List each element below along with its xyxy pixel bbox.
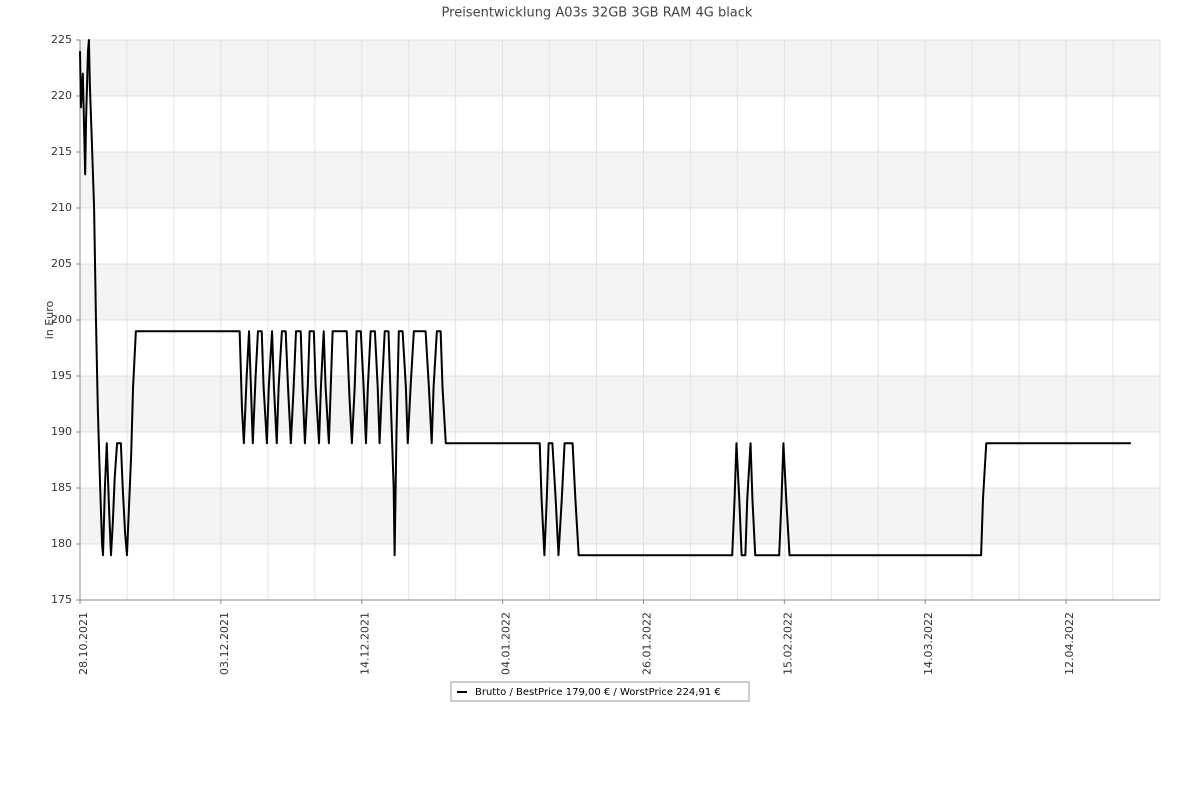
legend-box [450,681,750,702]
x-tick-label: 15.02.2022 [781,612,794,675]
x-tick-label: 14.12.2021 [359,612,372,675]
legend: Brutto / BestPrice 179,00 € / WorstPrice… [450,681,750,702]
x-tick-label: 03.12.2021 [218,612,231,675]
y-tick-label: 200 [51,313,72,326]
y-tick-label: 180 [51,537,72,550]
price-line [79,39,1131,557]
y-tick-label: 220 [51,89,72,102]
chart-title: Preisentwicklung A03s 32GB 3GB RAM 4G bl… [442,6,753,21]
y-tick-label: 190 [51,425,72,438]
x-tick-label: 04.01.2022 [500,612,513,675]
x-tick-label: 12.04.2022 [1063,612,1076,675]
y-tick-label: 205 [51,257,72,270]
x-tick-label: 28.10.2021 [77,612,90,675]
grid-band [80,152,1160,208]
legend-label: Brutto / BestPrice 179,00 € / WorstPrice… [475,687,721,698]
grid-band [80,264,1160,320]
grid-band [80,40,1160,96]
x-tick-label: 14.03.2022 [922,612,935,675]
grid-band [80,376,1160,432]
y-tick-label: 210 [51,201,72,214]
x-tick-label: 26.01.2022 [640,612,653,675]
y-tick-label: 215 [51,145,72,158]
y-axis-label: in Euro [43,301,56,340]
y-tick-label: 225 [51,33,72,46]
y-tick-label: 175 [51,593,72,606]
y-tick-label: 195 [51,369,72,382]
grid-band [80,488,1160,544]
y-tick-label: 185 [51,481,72,494]
